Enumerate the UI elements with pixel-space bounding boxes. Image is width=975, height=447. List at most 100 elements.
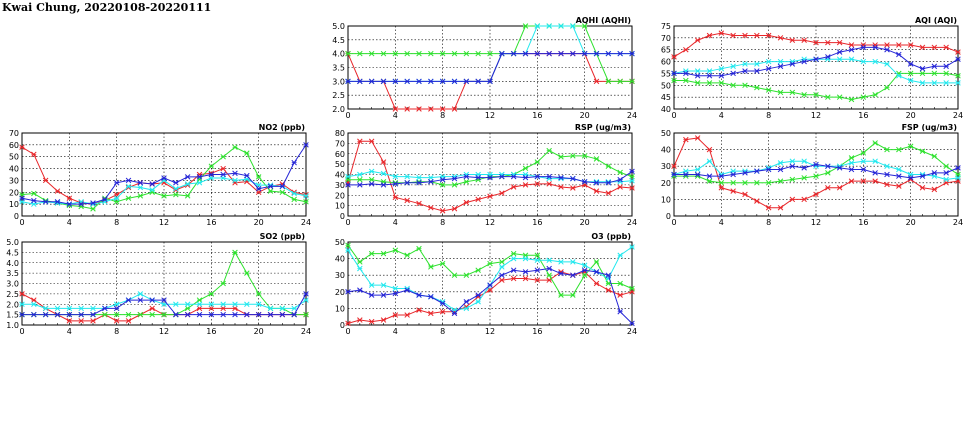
data-point	[534, 50, 541, 57]
data-point	[593, 259, 600, 265]
y-tick-label: 4.0	[332, 50, 345, 59]
y-tick-label: 4.0	[6, 259, 19, 268]
data-point	[765, 87, 772, 93]
data-point	[884, 42, 890, 48]
series-red	[345, 138, 635, 214]
data-point	[872, 178, 878, 184]
data-point	[137, 193, 144, 199]
data-point	[943, 163, 949, 169]
data-point	[570, 292, 576, 298]
y-tick-label: 80	[335, 129, 345, 138]
data-point	[499, 173, 505, 180]
data-point	[487, 287, 493, 293]
data-point	[439, 308, 446, 315]
data-point	[919, 185, 926, 191]
data-point	[232, 311, 238, 318]
data-point	[161, 297, 167, 303]
data-point	[125, 183, 132, 190]
data-point	[54, 311, 61, 318]
data-point	[848, 42, 855, 48]
data-point	[765, 65, 772, 72]
y-tick-label: 3.0	[6, 280, 19, 289]
data-point	[463, 305, 470, 312]
data-point	[232, 170, 238, 177]
data-point	[884, 84, 890, 91]
data-point	[451, 182, 458, 188]
data-point	[510, 267, 517, 273]
data-point	[368, 78, 375, 85]
data-point	[896, 70, 902, 77]
data-point	[777, 178, 784, 184]
data-point	[605, 78, 612, 85]
data-point	[671, 171, 677, 178]
y-tick-label: 20	[9, 188, 19, 197]
data-point	[813, 191, 819, 198]
data-point	[522, 165, 529, 172]
data-point	[66, 311, 73, 318]
data-point	[303, 291, 309, 297]
data-point	[706, 32, 713, 39]
data-point	[368, 282, 375, 288]
data-point	[593, 269, 600, 275]
data-point	[345, 50, 351, 57]
data-point	[42, 311, 49, 318]
data-point	[860, 166, 867, 173]
data-point	[510, 250, 517, 257]
data-point	[499, 277, 505, 283]
data-point	[605, 280, 612, 287]
y-tick-label: 30	[9, 176, 19, 185]
data-point	[173, 185, 179, 192]
data-point	[357, 138, 363, 145]
series-blue	[671, 44, 961, 79]
data-point	[558, 154, 564, 160]
data-point	[19, 144, 25, 150]
data-point	[208, 291, 215, 297]
data-point	[943, 63, 949, 70]
data-point	[345, 78, 351, 85]
data-point	[789, 196, 796, 203]
data-point	[919, 44, 926, 51]
data-point	[872, 42, 878, 48]
y-tick-label: 40	[661, 146, 671, 155]
data-point	[931, 63, 938, 70]
data-point	[706, 68, 713, 74]
data-point	[546, 23, 552, 29]
data-point	[357, 265, 363, 272]
data-point	[872, 92, 878, 98]
x-tick-label: 4	[719, 111, 724, 120]
data-point	[439, 300, 446, 307]
data-point	[78, 199, 84, 205]
data-point	[683, 171, 689, 178]
y-tick-label: 65	[661, 46, 671, 55]
y-tick-label: 5.0	[6, 238, 19, 247]
y-tick-label: 1.5	[6, 311, 19, 320]
data-point	[267, 188, 274, 194]
data-point	[955, 165, 961, 171]
data-point	[754, 32, 760, 39]
data-point	[90, 305, 96, 312]
data-point	[439, 50, 446, 57]
data-point	[534, 277, 541, 283]
data-point	[836, 56, 843, 62]
data-point	[694, 37, 701, 43]
data-point	[31, 190, 37, 197]
data-point	[605, 272, 612, 278]
data-point	[581, 23, 588, 29]
y-tick-label: 0	[340, 212, 345, 221]
data-point	[267, 305, 274, 312]
data-point	[392, 78, 399, 85]
data-point	[593, 180, 600, 186]
data-point	[558, 50, 564, 57]
data-point	[368, 292, 375, 298]
data-point	[848, 56, 855, 62]
data-point	[173, 191, 179, 198]
data-point	[605, 163, 612, 169]
y-tick-label: 40	[335, 171, 345, 180]
data-point	[617, 78, 623, 85]
data-point	[416, 78, 422, 85]
data-point	[534, 23, 541, 29]
data-point	[742, 180, 748, 186]
data-point	[931, 186, 938, 193]
data-point	[499, 50, 505, 57]
